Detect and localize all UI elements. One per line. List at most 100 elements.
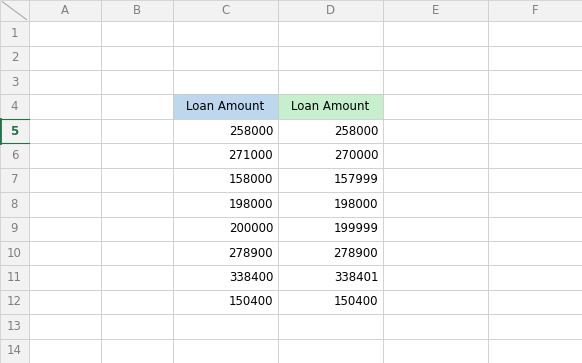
Text: A: A — [61, 4, 69, 17]
Text: 6: 6 — [10, 149, 18, 162]
Bar — [278, 119, 383, 143]
Bar — [278, 168, 383, 192]
Bar — [101, 290, 173, 314]
Bar — [0, 192, 29, 216]
Bar — [101, 0, 173, 21]
Bar — [101, 94, 173, 119]
Bar — [488, 192, 582, 216]
Bar — [488, 21, 582, 46]
Bar — [101, 143, 173, 168]
Bar — [0, 168, 29, 192]
Text: 5: 5 — [10, 125, 19, 138]
Text: 200000: 200000 — [229, 222, 273, 235]
Bar — [278, 143, 383, 168]
Bar — [0, 290, 29, 314]
Bar — [29, 265, 101, 290]
Bar — [488, 216, 582, 241]
Text: 258000: 258000 — [334, 125, 378, 138]
Bar — [101, 314, 173, 339]
Bar — [278, 70, 383, 94]
Bar — [0, 0, 29, 21]
Bar — [0, 314, 29, 339]
Text: 12: 12 — [7, 295, 22, 309]
Bar — [29, 314, 101, 339]
Bar — [29, 216, 101, 241]
Text: 150400: 150400 — [229, 295, 273, 309]
Text: 9: 9 — [10, 222, 18, 235]
Bar — [488, 70, 582, 94]
Bar — [488, 339, 582, 363]
Bar — [383, 143, 488, 168]
Bar — [29, 339, 101, 363]
Text: 1: 1 — [10, 27, 18, 40]
Bar — [0, 265, 29, 290]
Text: 11: 11 — [7, 271, 22, 284]
Bar — [173, 339, 278, 363]
Bar — [0, 143, 29, 168]
Bar — [29, 70, 101, 94]
Text: 10: 10 — [7, 246, 22, 260]
Bar — [0, 339, 29, 363]
Bar — [173, 0, 278, 21]
Bar — [0, 216, 29, 241]
Bar — [488, 314, 582, 339]
Bar — [278, 339, 383, 363]
Bar — [173, 70, 278, 94]
Text: D: D — [326, 4, 335, 17]
Bar — [101, 46, 173, 70]
Text: 4: 4 — [10, 100, 18, 113]
Text: 150400: 150400 — [333, 295, 378, 309]
Bar — [173, 94, 278, 119]
Bar — [383, 70, 488, 94]
Text: 278900: 278900 — [333, 246, 378, 260]
Bar — [173, 46, 278, 70]
Text: 8: 8 — [10, 198, 18, 211]
Bar — [173, 168, 278, 192]
Bar — [488, 119, 582, 143]
Bar — [278, 290, 383, 314]
Bar — [173, 216, 278, 241]
Bar — [173, 21, 278, 46]
Text: 198000: 198000 — [229, 198, 273, 211]
Text: 271000: 271000 — [229, 149, 273, 162]
Text: F: F — [532, 4, 538, 17]
Text: 198000: 198000 — [333, 198, 378, 211]
Bar — [383, 314, 488, 339]
Bar — [101, 119, 173, 143]
Bar — [0, 70, 29, 94]
Bar — [278, 265, 383, 290]
Bar — [29, 94, 101, 119]
Bar — [29, 290, 101, 314]
Bar — [173, 143, 278, 168]
Bar — [278, 314, 383, 339]
Bar — [101, 216, 173, 241]
Bar — [278, 0, 383, 21]
Bar — [383, 216, 488, 241]
Text: 2: 2 — [10, 51, 18, 64]
Bar — [173, 192, 278, 216]
Bar — [101, 192, 173, 216]
Bar — [488, 46, 582, 70]
Text: 338401: 338401 — [333, 271, 378, 284]
Text: 7: 7 — [10, 174, 18, 187]
Text: 199999: 199999 — [333, 222, 378, 235]
Bar — [29, 192, 101, 216]
Text: 157999: 157999 — [333, 174, 378, 187]
Bar — [101, 21, 173, 46]
Text: B: B — [133, 4, 141, 17]
Bar — [278, 241, 383, 265]
Bar — [488, 168, 582, 192]
Bar — [278, 216, 383, 241]
Bar — [101, 70, 173, 94]
Bar — [383, 265, 488, 290]
Bar — [278, 192, 383, 216]
Text: E: E — [432, 4, 439, 17]
Bar — [383, 339, 488, 363]
Bar — [0, 94, 29, 119]
Text: 270000: 270000 — [333, 149, 378, 162]
Bar — [173, 314, 278, 339]
Bar — [0, 119, 29, 143]
Text: C: C — [221, 4, 229, 17]
Bar — [0, 46, 29, 70]
Text: Loan Amount: Loan Amount — [186, 100, 264, 113]
